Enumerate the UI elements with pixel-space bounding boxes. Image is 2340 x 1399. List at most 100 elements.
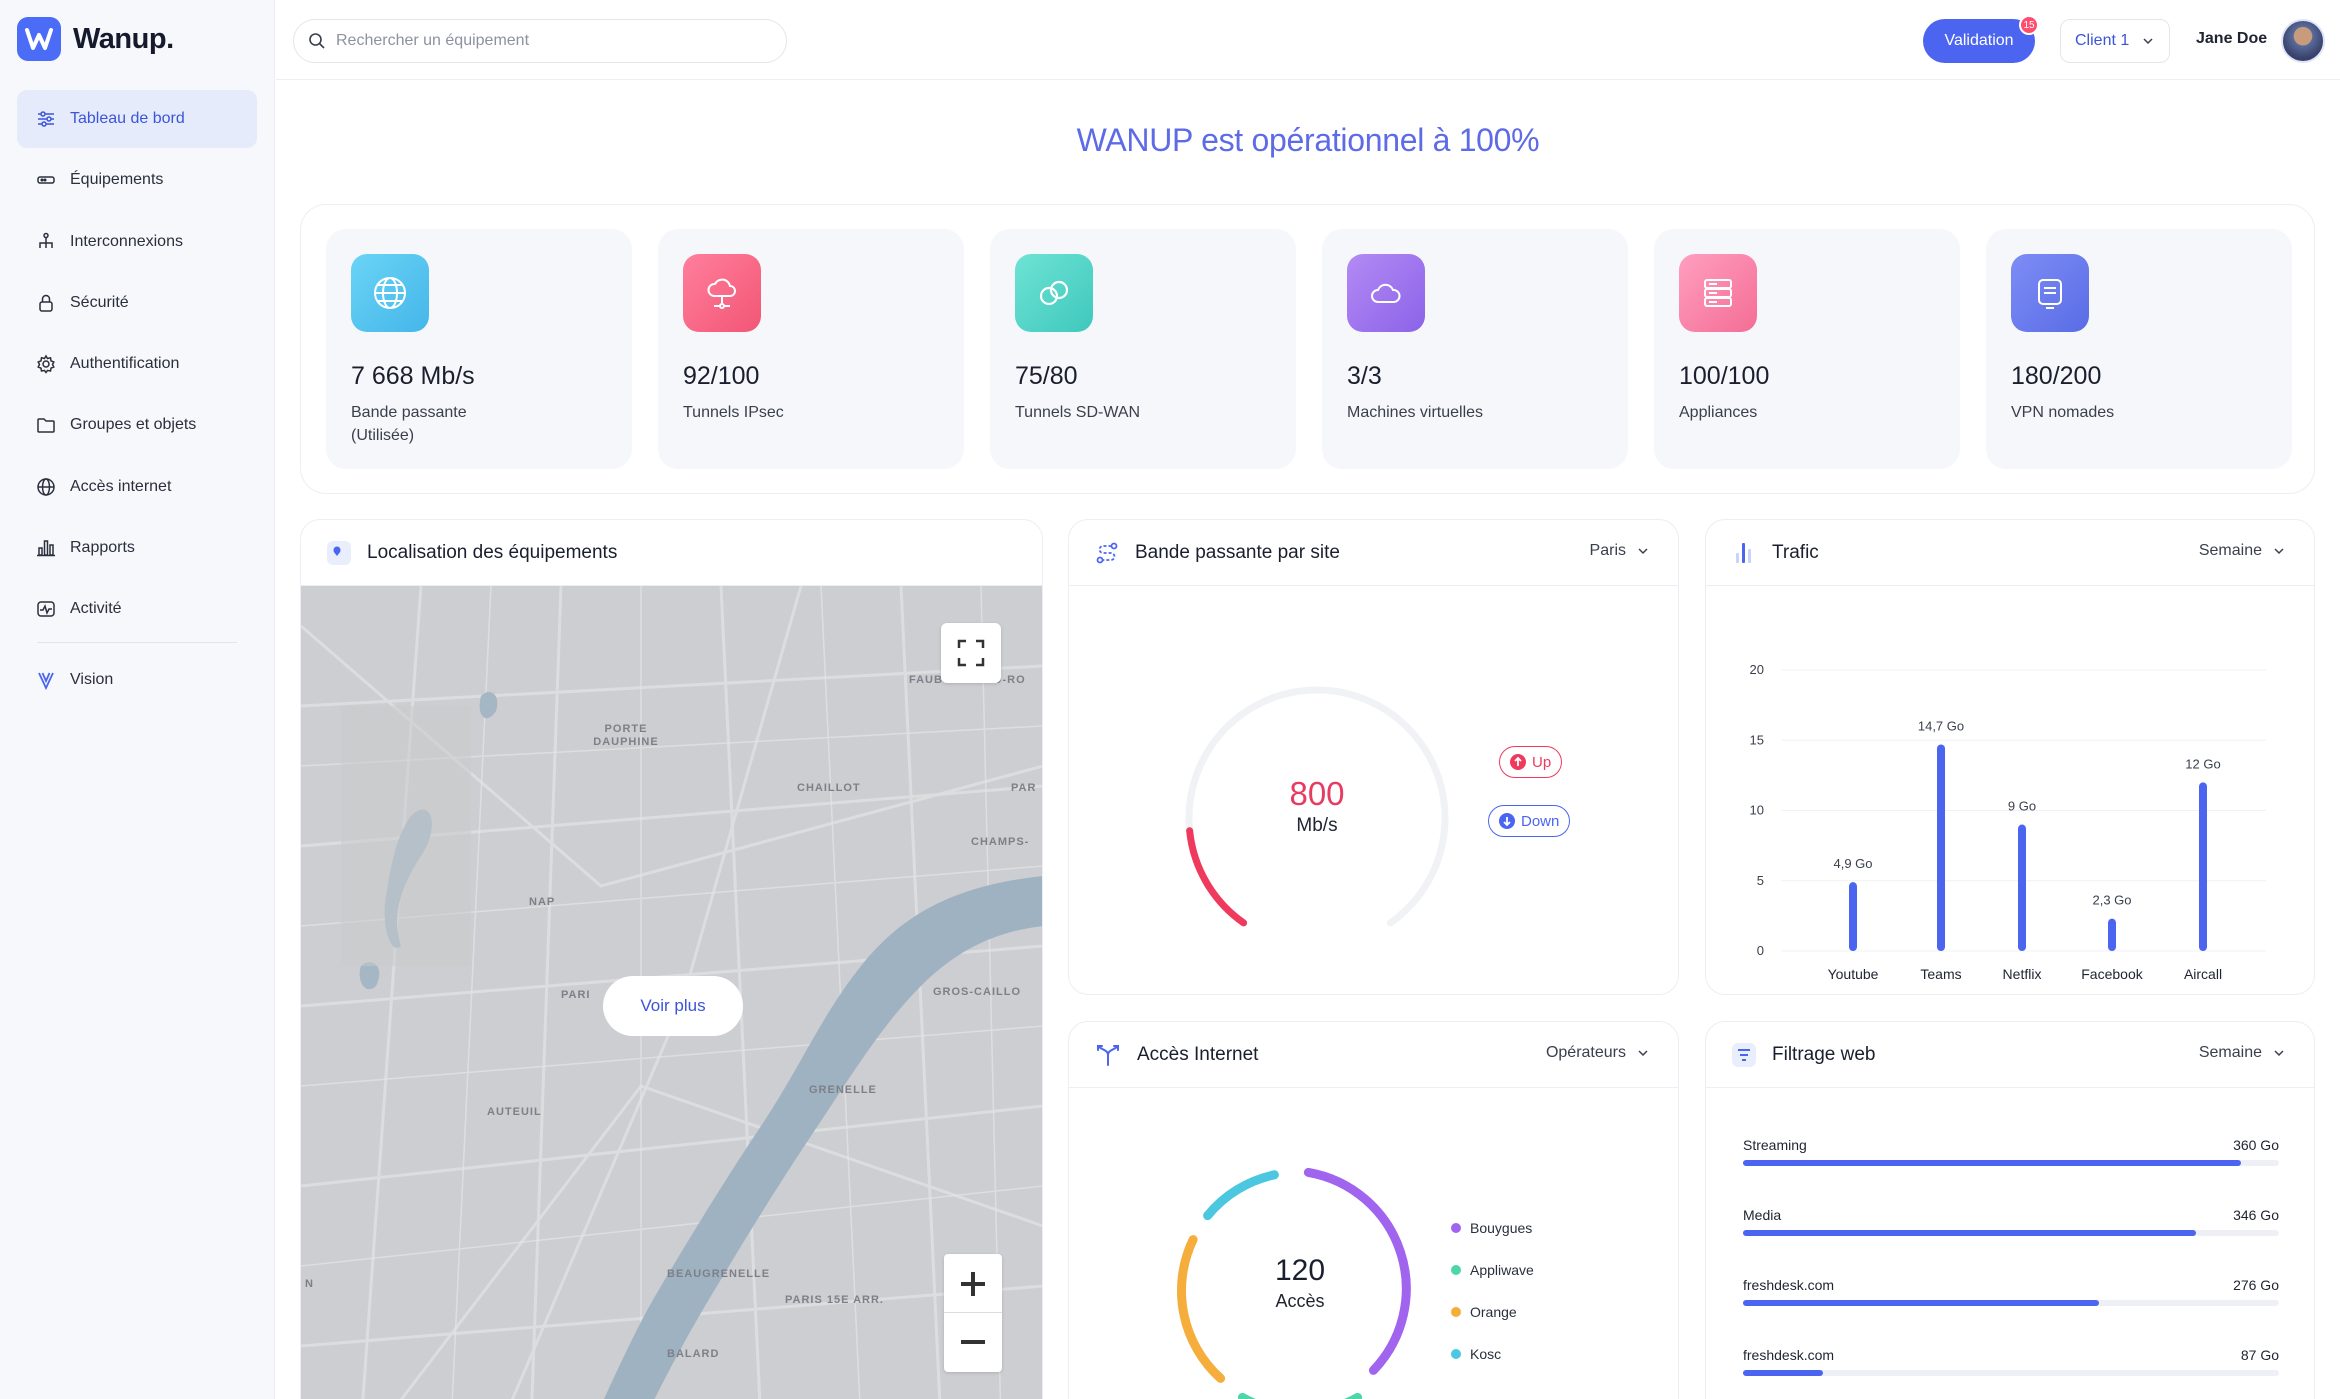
fullscreen-icon <box>957 639 985 667</box>
stat-label: VPN nomades <box>2011 404 2115 421</box>
stat-value: 3/3 <box>1347 362 1382 390</box>
bandwidth-gauge <box>1185 686 1449 927</box>
map-card: Localisation des équipements <box>300 519 1043 1399</box>
gear-icon <box>37 354 55 374</box>
sidebar-item-label: Groupes et objets <box>70 416 197 434</box>
zoom-control <box>944 1254 1002 1372</box>
up-toggle[interactable]: Up <box>1499 746 1563 778</box>
traffic-chart: 0 5 10 15 20 4,9 Go Youtube 14,7 Go Teams 9 Go Net… <box>1750 662 2266 982</box>
stat-card-sdwan[interactable]: 75/80 Tunnels SD-WAN <box>990 229 1296 469</box>
sliders-icon <box>38 111 54 127</box>
site-select[interactable]: Paris <box>1590 542 1650 560</box>
map-view[interactable]: PORTE DAUPHINE CHAILLOT PAR CHAMPS- FAUB… <box>301 586 1042 1399</box>
sidebar-item-interconnexions[interactable]: Interconnexions <box>17 213 257 271</box>
globe-icon <box>351 254 429 332</box>
sidebar-item-activite[interactable]: Activité <box>17 580 257 638</box>
stat-card-ipsec[interactable]: 92/100 Tunnels IPsec <box>658 229 964 469</box>
traffic-card-header: Trafic Semaine <box>1706 520 2314 586</box>
filter-period-select-value: Semaine <box>2198 1044 2262 1061</box>
chevron-down-icon <box>1638 548 1648 555</box>
stat-card-vpn[interactable]: 180/200 VPN nomades <box>1986 229 2292 469</box>
filter-row-name: Media <box>1743 1207 1782 1223</box>
filter-row[interactable]: freshdesk.com 276 Go <box>1743 1277 2279 1306</box>
down-label: Down <box>1521 812 1560 830</box>
map-label: N <box>305 1278 314 1290</box>
map-label: NAP <box>529 896 556 908</box>
validation-badge: 15 <box>2019 15 2039 35</box>
stat-label: Tunnels IPsec <box>683 404 784 421</box>
stat-value: 100/100 <box>1679 362 1770 390</box>
sidebar-item-securite[interactable]: Sécurité <box>17 274 257 332</box>
sidebar-item-tableau-de-bord[interactable]: Tableau de bord <box>17 90 257 148</box>
filter-bar <box>1743 1230 2196 1236</box>
y-tick-label: 10 <box>1750 803 1764 818</box>
up-label: Up <box>1532 753 1552 771</box>
legend-label: Appliwave <box>1470 1262 1534 1278</box>
filter-track <box>1743 1300 2279 1306</box>
sidebar-item-acces-internet[interactable]: Accès internet <box>17 458 257 516</box>
bar-teams <box>1937 744 1945 951</box>
chevron-down-icon <box>2274 1050 2284 1057</box>
sidebar-item-label: Équipements <box>70 171 164 189</box>
y-tick-label: 5 <box>1757 873 1764 888</box>
sidebar: Wanup. Tableau de bord Équipements Inter… <box>0 0 275 1399</box>
filter-track <box>1743 1370 2279 1376</box>
bar-netflix <box>2018 824 2026 951</box>
operator-select[interactable]: Opérateurs <box>1546 1044 1650 1062</box>
sidebar-item-label: Vision <box>70 671 114 689</box>
search-bar[interactable] <box>293 19 787 63</box>
sidebar-item-rapports[interactable]: Rapports <box>17 519 257 577</box>
legend-label: Bouygues <box>1470 1220 1533 1236</box>
filter-card-header: Filtrage web Semaine <box>1706 1022 2314 1088</box>
sidebar-item-vision[interactable]: Vision <box>17 651 257 709</box>
stat-card-appliances[interactable]: 100/100 Appliances <box>1654 229 1960 469</box>
arrow-down-icon <box>1499 813 1515 829</box>
legend-dot <box>1451 1349 1461 1359</box>
stat-card-vm[interactable]: 3/3 Machines virtuelles <box>1322 229 1628 469</box>
sidebar-item-equipements[interactable]: Équipements <box>17 151 257 209</box>
map-label: GROS-CAILLO <box>933 986 1021 998</box>
down-toggle[interactable]: Down <box>1488 805 1571 837</box>
map-label: CHAILLOT <box>797 782 861 794</box>
filter-row-value: 276 Go <box>2233 1277 2279 1293</box>
zoom-out-button[interactable] <box>944 1313 1002 1371</box>
stat-card-bandwidth[interactable]: 7 668 Mb/s Bande passante (Utilisée) <box>326 229 632 469</box>
fullscreen-button[interactable] <box>941 623 1001 683</box>
sidebar-item-label: Tableau de bord <box>70 110 185 127</box>
client-select[interactable]: Client 1 <box>2060 19 2170 63</box>
filter-row-name: freshdesk.com <box>1743 1347 1835 1363</box>
sidebar-item-authentification[interactable]: Authentification <box>17 335 257 393</box>
map-label: PARIS 15E ARR. <box>785 1294 884 1306</box>
filter-row[interactable]: freshdesk.com 87 Go <box>1743 1347 2279 1376</box>
sidebar-divider <box>37 642 237 644</box>
filter-period-select[interactable]: Semaine <box>2199 1044 2286 1062</box>
sidebar-item-label: Interconnexions <box>70 232 183 250</box>
legend-label: Kosc <box>1470 1346 1502 1362</box>
chevron-down-icon <box>1638 1050 1648 1057</box>
filter-row[interactable]: Streaming 360 Go <box>1743 1137 2279 1166</box>
cloud-network-icon <box>683 254 761 332</box>
period-select[interactable]: Semaine <box>2199 542 2286 560</box>
sidebar-item-label: Authentification <box>70 355 180 373</box>
route-icon <box>1096 542 1118 563</box>
user-name[interactable]: Jane Doe <box>2196 30 2268 47</box>
validation-button[interactable]: Validation <box>1923 19 2035 63</box>
search-input[interactable] <box>336 32 756 50</box>
sidebar-item-groupes-et-objets[interactable]: Groupes et objets <box>17 396 257 454</box>
app-logo[interactable]: Wanup. <box>17 17 174 61</box>
donut-segment-bouygues <box>1303 1167 1411 1375</box>
map-label: PORTE DAUPHINE <box>593 723 659 748</box>
y-tick-label: 0 <box>1757 943 1764 958</box>
avatar[interactable] <box>2281 19 2325 63</box>
zoom-in-button[interactable] <box>944 1255 1002 1313</box>
gauge-fill <box>1186 827 1248 927</box>
app-name: Wanup. <box>73 22 174 55</box>
stats-panel: 7 668 Mb/s Bande passante (Utilisée) 92/… <box>300 204 2315 494</box>
filter-row[interactable]: Media 346 Go <box>1743 1207 2279 1236</box>
filter-bar <box>1743 1160 2242 1166</box>
bar-aircall <box>2199 782 2207 951</box>
cloud-icon <box>1347 254 1425 332</box>
legend-item: Orange <box>1451 1304 1517 1320</box>
access-readout: 120 Accès <box>1200 1254 1400 1312</box>
voir-plus-button[interactable]: Voir plus <box>603 976 743 1036</box>
